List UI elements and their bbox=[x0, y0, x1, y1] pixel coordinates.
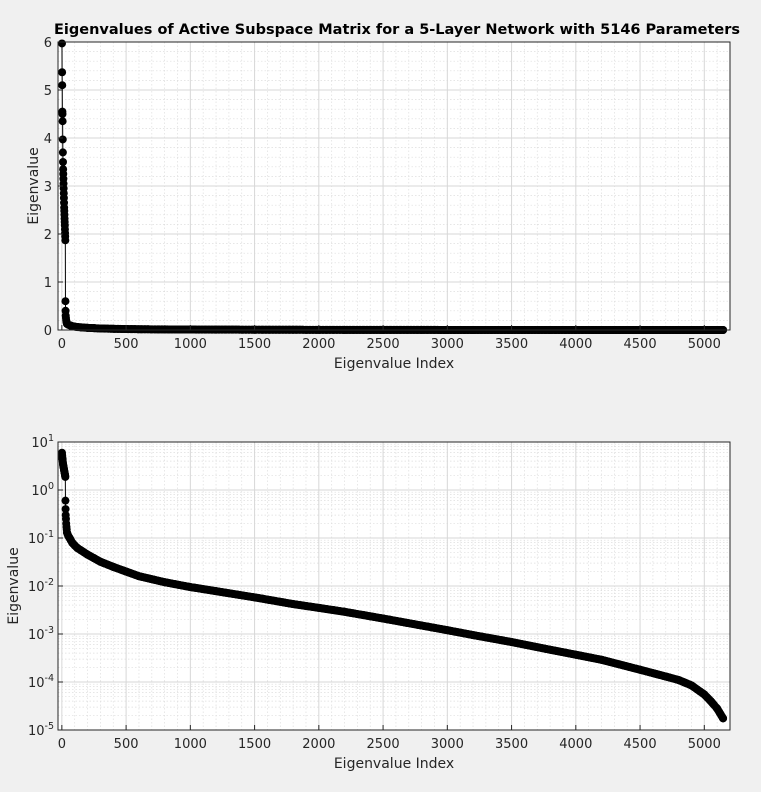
top-x-tick-label: 1500 bbox=[238, 337, 271, 352]
top-x-tick-label: 2500 bbox=[367, 337, 400, 352]
bottom-y-ticks: 10-5 10-4 10-3 10-2 10-1 100 101 bbox=[28, 433, 63, 739]
bottom-data-point bbox=[61, 496, 70, 505]
top-grid bbox=[58, 41, 730, 331]
bottom-x-tick-label: 4500 bbox=[624, 737, 657, 752]
bottom-y-tick-label: 101 bbox=[31, 433, 54, 451]
top-x-ticks: 0 500 1000 1500 2000 2500 3000 3500 4000 4500 5000 bbox=[58, 325, 721, 352]
bottom-y-tick-label: 10-5 bbox=[28, 721, 54, 739]
top-data-point bbox=[58, 148, 67, 157]
bottom-x-tick-label: 1500 bbox=[238, 737, 271, 752]
top-y-axis-label: Eigenvalue bbox=[26, 147, 42, 224]
top-x-tick-label: 1000 bbox=[174, 337, 207, 352]
top-y-tick-label: 6 bbox=[44, 36, 52, 51]
top-x-tick-label: 4500 bbox=[624, 337, 657, 352]
bottom-x-tick-label: 1000 bbox=[174, 737, 207, 752]
top-y-tick-label: 0 bbox=[44, 324, 52, 339]
bottom-y-tick-label: 100 bbox=[31, 481, 54, 499]
top-data-point bbox=[57, 39, 66, 48]
top-data-point bbox=[58, 110, 67, 118]
top-x-tick-label: 2000 bbox=[302, 337, 335, 352]
top-data-point bbox=[58, 81, 67, 90]
top-y-tick-label: 4 bbox=[44, 132, 52, 147]
bottom-data-point bbox=[61, 472, 70, 481]
chart-title: Eigenvalues of Active Subspace Matrix fo… bbox=[54, 22, 740, 38]
bottom-x-tick-label: 2000 bbox=[302, 737, 335, 752]
bottom-y-axis-label: Eigenvalue bbox=[6, 547, 22, 624]
top-x-tick-label: 0 bbox=[58, 337, 66, 352]
top-x-tick-label: 500 bbox=[114, 337, 139, 352]
bottom-x-tick-label: 2500 bbox=[367, 737, 400, 752]
top-y-tick-label: 3 bbox=[44, 180, 52, 195]
bottom-x-tick-label: 3000 bbox=[431, 737, 464, 752]
top-y-tick-label: 5 bbox=[44, 84, 52, 99]
top-x-axis-label: Eigenvalue Index bbox=[334, 356, 454, 372]
bottom-data-point bbox=[61, 505, 70, 514]
bottom-x-tick-label: 0 bbox=[58, 737, 66, 752]
top-y-tick-label: 2 bbox=[44, 228, 52, 243]
top-y-tick-label: 1 bbox=[44, 276, 52, 291]
bottom-x-axis-label: Eigenvalue Index bbox=[334, 756, 454, 772]
top-data-point bbox=[61, 297, 70, 306]
top-data-point bbox=[59, 158, 68, 166]
bottom-data-point bbox=[719, 714, 728, 723]
top-x-tick-label: 4000 bbox=[559, 337, 592, 352]
bottom-y-tick-label: 10-4 bbox=[28, 673, 54, 691]
bottom-y-tick-label: 10-1 bbox=[28, 529, 54, 547]
bottom-x-tick-label: 4000 bbox=[559, 737, 592, 752]
top-data-point bbox=[58, 68, 67, 77]
bottom-x-tick-label: 5000 bbox=[688, 737, 721, 752]
bottom-y-tick-label: 10-2 bbox=[28, 577, 54, 595]
top-y-ticks: 0 1 2 3 4 5 6 bbox=[44, 36, 63, 339]
top-x-tick-label: 3500 bbox=[495, 337, 528, 352]
top-x-tick-label: 3000 bbox=[431, 337, 464, 352]
top-x-tick-label: 5000 bbox=[688, 337, 721, 352]
top-data-point bbox=[58, 117, 67, 126]
bottom-series bbox=[57, 448, 728, 723]
bottom-y-tick-label: 10-3 bbox=[28, 625, 54, 643]
bottom-x-ticks: 0 500 1000 1500 2000 2500 3000 3500 4000 4500 5000 bbox=[58, 725, 721, 752]
top-data-point bbox=[58, 135, 67, 144]
top-data-point bbox=[61, 236, 70, 245]
bottom-x-tick-label: 3500 bbox=[495, 737, 528, 752]
bottom-x-tick-label: 500 bbox=[114, 737, 139, 752]
